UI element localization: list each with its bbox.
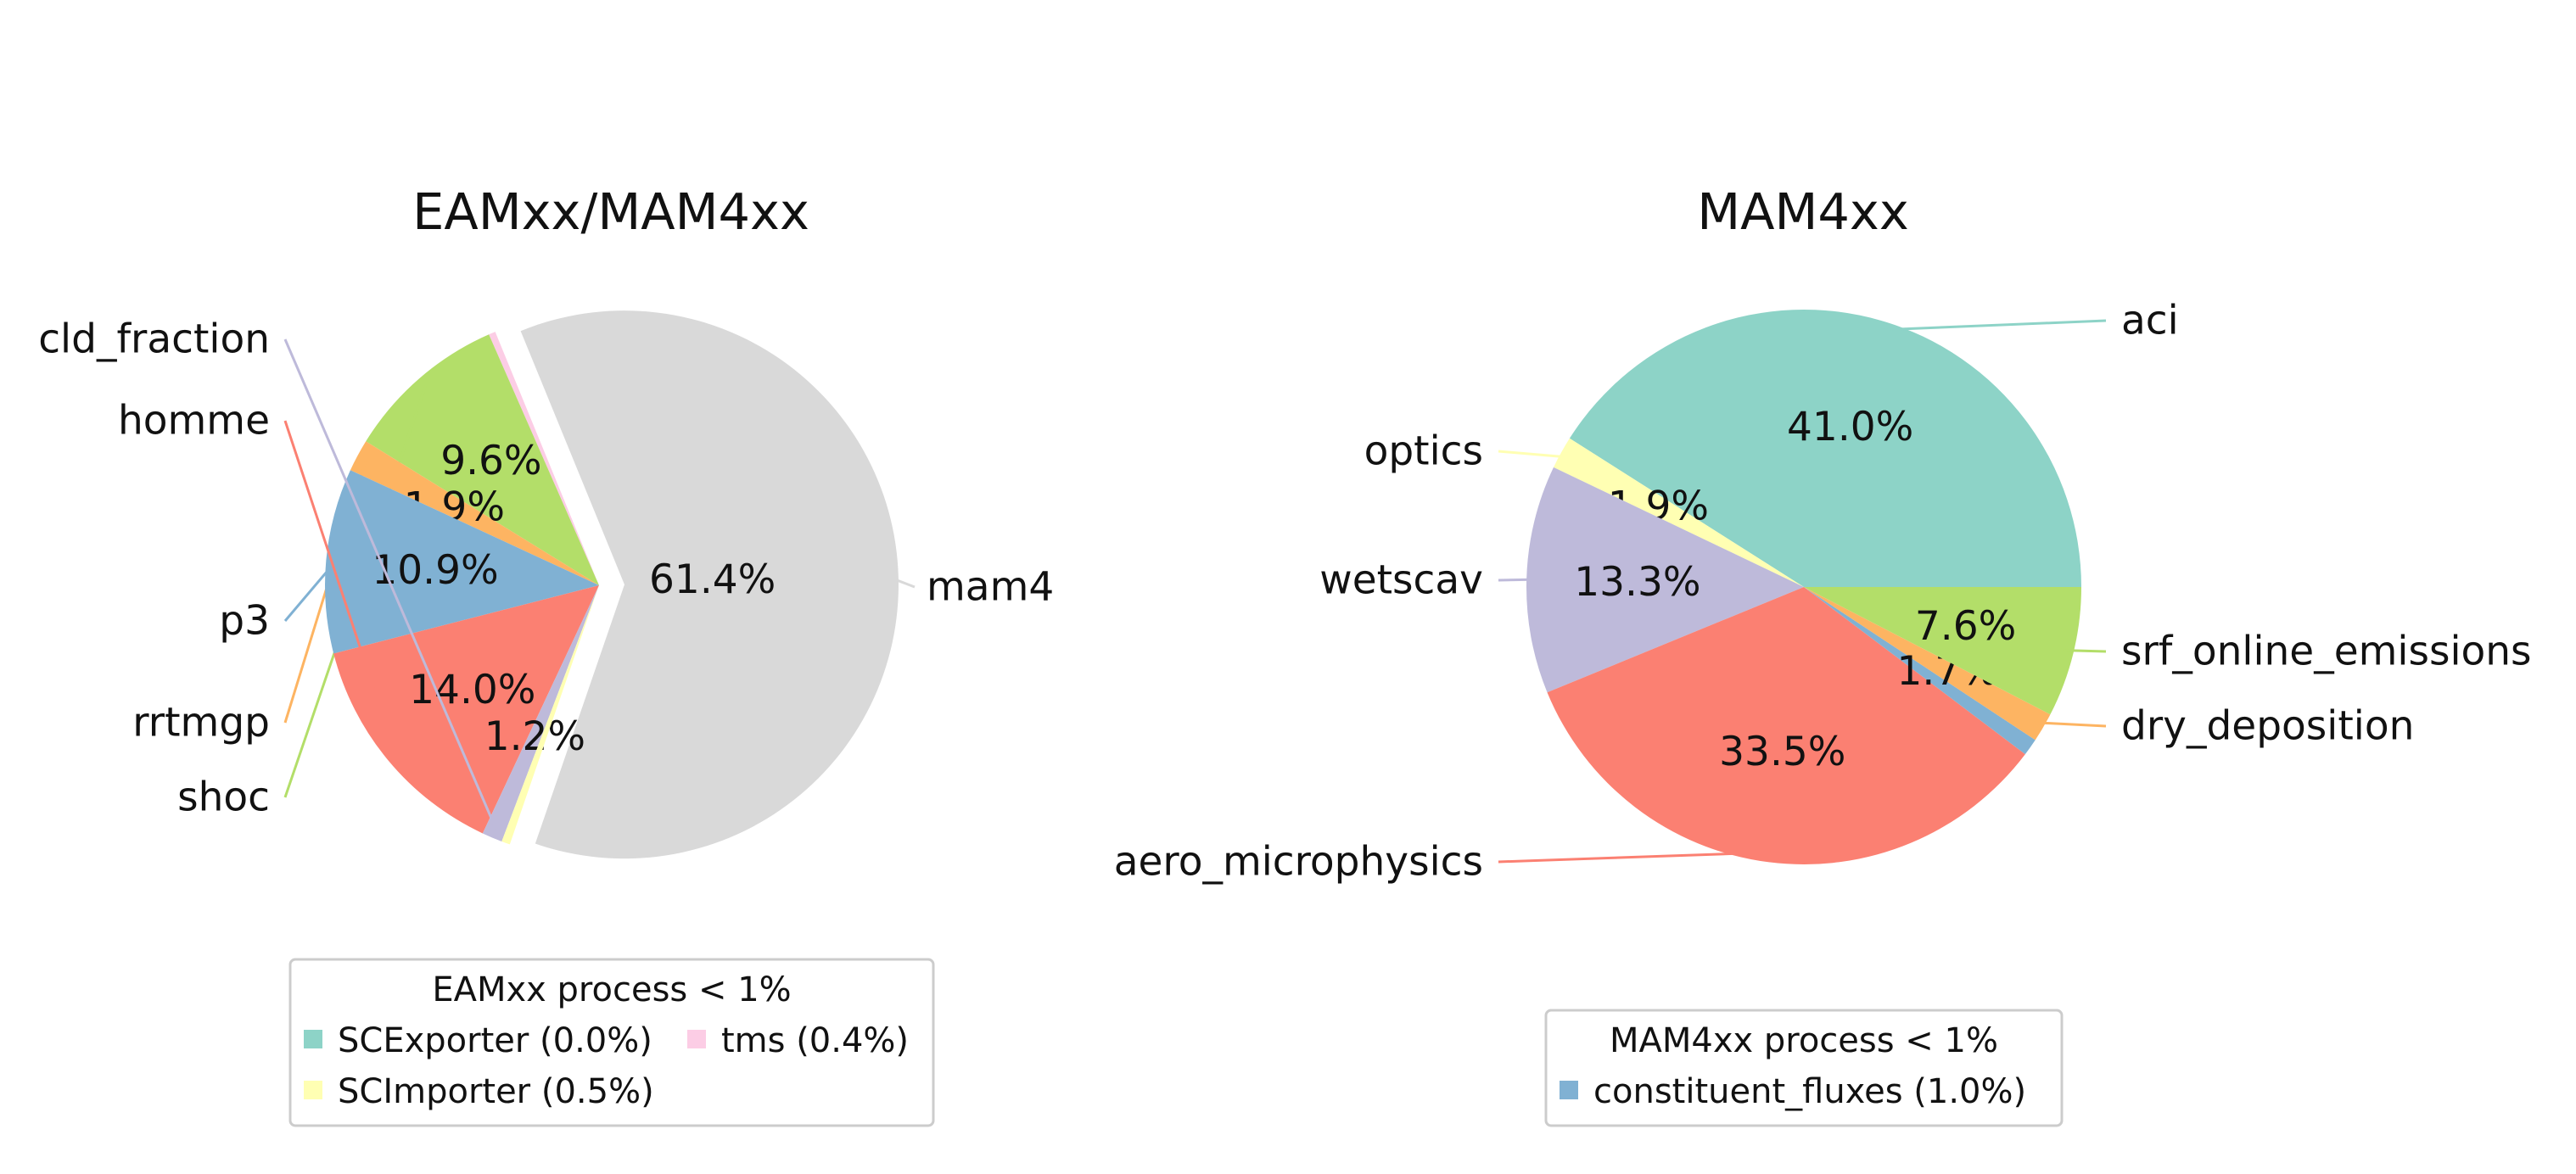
leader-line-optics bbox=[1498, 450, 1571, 459]
pct-label-wetscav: 13.3% bbox=[1574, 559, 1700, 606]
leader-line-dry-deposition bbox=[2035, 721, 2107, 728]
pie-slice-optics bbox=[1554, 438, 1804, 587]
pie-slice-homme bbox=[333, 585, 599, 834]
slice-label-aci: aci bbox=[2121, 298, 2179, 344]
pie-slice-aci bbox=[1569, 309, 2081, 587]
leader-line-cld-fraction bbox=[283, 338, 497, 830]
slice-label-srf-online-emissions: srf_online_emissions bbox=[2121, 629, 2532, 675]
pie-eamxx: mam461.4%shoc9.6%rrtmgp1.9%p310.9%homme1… bbox=[38, 310, 1054, 859]
leader-line-aci bbox=[1878, 319, 2107, 332]
pie-slice-tms bbox=[489, 332, 599, 585]
pie-slice-rrtmgp bbox=[350, 441, 599, 585]
legend-label: SCImporter (0.5%) bbox=[338, 1072, 654, 1111]
chart-title-eamxx: EAMxx/MAM4xx bbox=[412, 182, 809, 241]
pie-slice-aero-microphysics bbox=[1547, 587, 2025, 865]
chart-title-mam4xx: MAM4xx bbox=[1697, 182, 1909, 241]
slice-label-p3: p3 bbox=[219, 598, 270, 645]
legend-swatch bbox=[687, 1030, 706, 1048]
legend-swatch bbox=[1560, 1081, 1578, 1099]
slice-label-mam4: mam4 bbox=[927, 564, 1054, 611]
leader-line-p3 bbox=[283, 560, 337, 622]
pie-slice-scimporter bbox=[501, 585, 599, 845]
pie-slice-dry-deposition bbox=[1804, 587, 2051, 741]
leader-line-aero-microphysics bbox=[1498, 851, 1770, 864]
pct-label-aci: 41.0% bbox=[1787, 404, 1913, 450]
pie-slice-wetscav bbox=[1526, 467, 1804, 693]
legend-eamxx: EAMxx process < 1% SCExporter (0.0%) tms… bbox=[288, 958, 935, 1127]
legend-label: constituent_fluxes (1.0%) bbox=[1593, 1072, 2026, 1111]
pie-slice-constituent-fluxes bbox=[1804, 587, 2036, 755]
pct-label-shoc: 9.6% bbox=[440, 438, 541, 484]
slice-label-dry-deposition: dry_deposition bbox=[2121, 703, 2414, 750]
leader-line-wetscav bbox=[1498, 578, 1537, 582]
pie-slice-cld-fraction bbox=[482, 585, 599, 841]
leader-line-mam4 bbox=[888, 575, 916, 589]
legend-mam4xx: MAM4xx process < 1% constituent_fluxes (… bbox=[1544, 1009, 2064, 1127]
pct-label-cld-fraction: 1.2% bbox=[484, 713, 585, 760]
pct-label-p3: 10.9% bbox=[372, 547, 498, 594]
legend-swatch bbox=[304, 1030, 322, 1048]
legend-label: tms (0.4%) bbox=[721, 1021, 909, 1060]
slice-label-shoc: shoc bbox=[177, 774, 270, 821]
legend-title: EAMxx process < 1% bbox=[432, 970, 791, 1009]
legend-label: SCExporter (0.0%) bbox=[338, 1021, 652, 1060]
slice-label-aero-microphysics: aero_microphysics bbox=[1114, 839, 1483, 886]
slice-label-rrtmgp: rrtmgp bbox=[132, 700, 270, 746]
pie-slice-srf-online-emissions bbox=[1804, 587, 2081, 715]
legend-frame bbox=[288, 958, 935, 1127]
pct-label-srf-online-emissions: 7.6% bbox=[1915, 603, 2016, 650]
legend-swatch bbox=[304, 1081, 322, 1099]
leader-line-homme bbox=[283, 420, 397, 755]
pie-slice-shoc bbox=[366, 334, 599, 585]
slice-label-wetscav: wetscav bbox=[1319, 557, 1483, 604]
legend-frame bbox=[1544, 1009, 2064, 1127]
slice-label-cld-fraction: cld_fraction bbox=[38, 316, 270, 363]
slice-label-homme: homme bbox=[118, 398, 270, 444]
slice-label-optics: optics bbox=[1364, 428, 1483, 475]
pie-slice-mam4 bbox=[520, 310, 899, 859]
pie-slice-p3 bbox=[325, 470, 599, 654]
legend-title: MAM4xx process < 1% bbox=[1610, 1021, 1998, 1060]
pct-label-aero-microphysics: 33.5% bbox=[1719, 729, 1845, 775]
pct-label-mam4: 61.4% bbox=[649, 556, 776, 603]
